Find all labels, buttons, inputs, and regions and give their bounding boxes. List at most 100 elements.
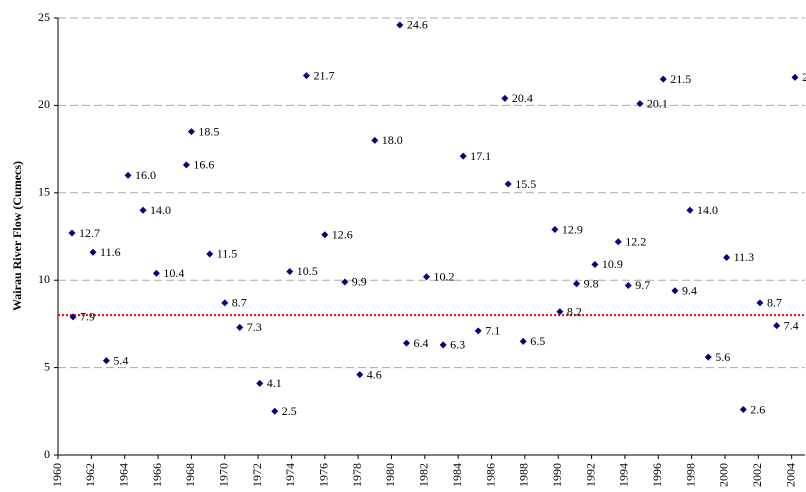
data-label: 10.4 [163,266,184,280]
point [773,322,781,330]
data-label: 12.6 [332,228,353,242]
point [271,407,279,415]
point [686,206,694,214]
data-label: 11.3 [734,250,755,264]
y-tick-label: 20 [38,97,50,111]
data-label: 6.4 [413,336,428,350]
data-label: 20.1 [647,96,668,110]
data-label: 4.1 [267,376,282,390]
x-tick-label: 1996 [650,463,664,487]
x-tick-label: 1986 [483,463,497,487]
point [591,260,599,268]
data-label: 12.7 [79,226,100,240]
point [614,238,622,246]
x-tick-label: 1968 [183,463,197,487]
data-label: 2.5 [282,404,297,418]
x-tick-label: 1974 [283,463,297,487]
x-tick-label: 1970 [216,463,230,487]
data-label: 9.4 [682,283,697,297]
data-label: 11.5 [217,247,238,261]
y-axis-label: Wairau River Flow (Cumecs) [10,161,24,311]
point [402,339,410,347]
x-tick-label: 1984 [450,463,464,487]
point [459,152,467,160]
point [124,171,132,179]
y-tick-label: 25 [38,10,50,24]
x-tick-label: 1972 [250,463,264,487]
point [474,327,482,335]
y-tick-label: 15 [38,185,50,199]
data-label: 18.0 [382,133,403,147]
point [152,269,160,277]
data-label: 12.9 [562,222,583,236]
x-tick-label: 1982 [417,463,431,487]
data-label: 14.0 [150,203,171,217]
y-tick-label: 5 [44,359,50,373]
x-tick-label: 1966 [150,463,164,487]
point [519,337,527,345]
point [756,299,764,307]
data-label: 5.6 [715,350,730,364]
data-label: 21.7 [313,68,334,82]
x-tick-label: 1992 [583,463,597,487]
point [422,273,430,281]
point [221,299,229,307]
x-tick-label: 1988 [517,463,531,487]
point [723,253,731,261]
x-tick-label: 1976 [317,463,331,487]
x-tick-label: 1960 [50,463,64,487]
x-tick-label: 2004 [783,463,797,487]
x-tick-label: 2000 [717,463,731,487]
data-label: 8.2 [567,304,582,318]
data-label: 12.2 [625,234,646,248]
data-label: 24.6 [407,18,428,32]
x-tick-label: 1998 [683,463,697,487]
data-label: 2.6 [750,402,765,416]
point [739,406,747,414]
point [139,206,147,214]
y-tick-label: 0 [44,447,50,461]
y-tick-label: 10 [38,272,50,286]
point [671,287,679,295]
data-label: 7.3 [247,320,262,334]
point [187,128,195,136]
data-label: 9.8 [584,276,599,290]
x-tick-label: 1994 [617,463,631,487]
data-label: 15.5 [515,177,536,191]
point [371,136,379,144]
point [182,161,190,169]
data-label: 6.5 [530,334,545,348]
point [551,226,559,234]
data-label: 10.9 [602,257,623,271]
data-label: 21.6 [802,70,806,84]
point [704,353,712,361]
data-label: 18.5 [198,124,219,138]
point [791,73,799,81]
data-label: 7.1 [485,324,500,338]
x-tick-label: 1964 [116,463,130,487]
point [286,267,294,275]
data-label: 17.1 [470,149,491,163]
point [341,278,349,286]
point [556,308,564,316]
point [89,248,97,256]
data-label: 8.7 [767,296,782,310]
point [573,280,581,288]
x-tick-label: 1962 [83,463,97,487]
point [321,231,329,239]
data-label: 20.4 [512,91,533,105]
data-label: 9.9 [352,275,367,289]
point [302,72,310,80]
data-label: 11.6 [100,245,121,259]
data-label: 7.9 [80,310,95,324]
point [439,341,447,349]
data-label: 6.3 [450,338,465,352]
data-label: 4.6 [367,367,382,381]
x-tick-label: 1978 [350,463,364,487]
data-label: 14.0 [697,203,718,217]
data-label: 10.5 [297,264,318,278]
point [206,250,214,258]
point [501,94,509,102]
data-label: 16.0 [135,168,156,182]
